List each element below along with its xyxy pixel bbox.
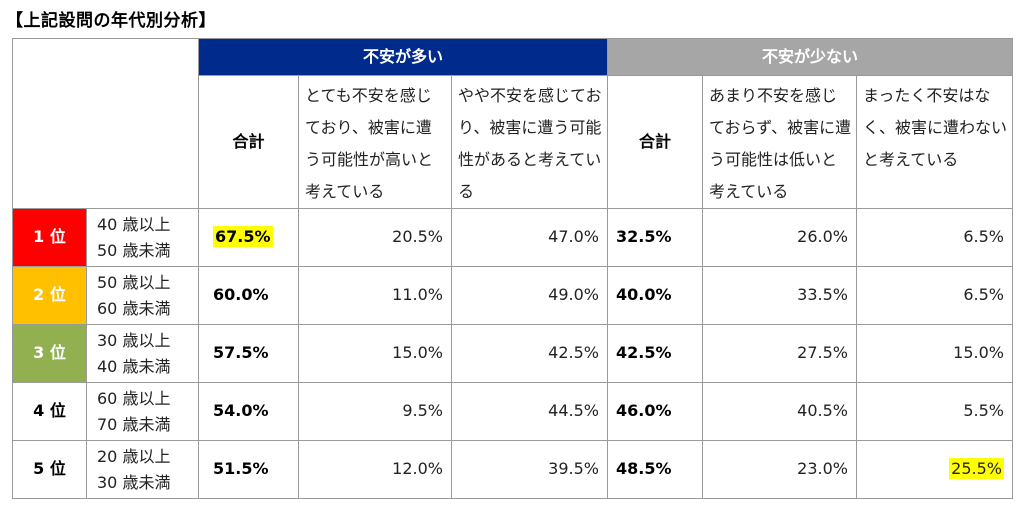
age-to: 50 歳未満 xyxy=(97,240,171,260)
header-very-anxious: とても不安を感じており、被害に遭う可能性が高いと考えている xyxy=(298,75,452,209)
total-less-anxious: 40.0% xyxy=(607,266,703,325)
age-from: 60 歳以上 xyxy=(97,388,171,408)
age-range: 40 歳以上 50 歳未満 xyxy=(86,208,199,267)
header-somewhat-anxious: やや不安を感じており、被害に遭う可能性があると考えている xyxy=(451,75,608,209)
age-from: 40 歳以上 xyxy=(97,214,171,234)
value-not-anxious: 6.5% xyxy=(856,266,1013,325)
value-very-anxious: 11.0% xyxy=(298,266,452,325)
value-not-very-anxious: 33.5% xyxy=(702,266,857,325)
value-not-very-anxious: 23.0% xyxy=(702,440,857,499)
header-not-very-anxious: あまり不安を感じておらず、被害に遭う可能性は低いと考えている xyxy=(702,75,857,209)
rank-badge: 3 位 xyxy=(12,324,87,383)
rank-badge: 1 位 xyxy=(12,208,87,267)
value-somewhat-anxious: 39.5% xyxy=(451,440,608,499)
total-less-anxious: 42.5% xyxy=(607,324,703,383)
table-row: 1 位 40 歳以上 50 歳未満 67.5% 20.5% 47.0% 32.5%… xyxy=(12,208,1013,267)
header-not-anxious: まったく不安はなく、被害に遭わないと考えている xyxy=(856,75,1013,209)
age-analysis-table: 不安が多い 不安が少ない 合計 とても不安を感じており、被害に遭う可能性が高いと… xyxy=(12,38,1013,499)
total-anxious: 51.5% xyxy=(198,440,299,499)
age-range: 30 歳以上 40 歳未満 xyxy=(86,324,199,383)
total-less-anxious: 32.5% xyxy=(607,208,703,267)
value-not-very-anxious: 27.5% xyxy=(702,324,857,383)
table-row: 2 位 50 歳以上 60 歳未満 60.0% 11.0% 49.0% 40.0%… xyxy=(12,266,1013,325)
total-anxious: 54.0% xyxy=(198,382,299,441)
age-to: 40 歳未満 xyxy=(97,356,171,376)
value-not-anxious: 6.5% xyxy=(856,208,1013,267)
value-not-anxious: 15.0% xyxy=(856,324,1013,383)
value-somewhat-anxious: 47.0% xyxy=(451,208,608,267)
value-not-anxious: 5.5% xyxy=(856,382,1013,441)
total-less-anxious: 48.5% xyxy=(607,440,703,499)
age-from: 50 歳以上 xyxy=(97,272,171,292)
age-to: 70 歳未満 xyxy=(97,414,171,434)
value-very-anxious: 20.5% xyxy=(298,208,452,267)
table-row: 3 位 30 歳以上 40 歳未満 57.5% 15.0% 42.5% 42.5%… xyxy=(12,324,1013,383)
rank-badge: 4 位 xyxy=(12,382,87,441)
table-row: 5 位 20 歳以上 30 歳未満 51.5% 12.0% 39.5% 48.5%… xyxy=(12,440,1013,499)
age-to: 30 歳未満 xyxy=(97,472,171,492)
age-to: 60 歳未満 xyxy=(97,298,171,318)
header-total-b: 合計 xyxy=(607,75,703,209)
value-somewhat-anxious: 42.5% xyxy=(451,324,608,383)
value-somewhat-anxious: 49.0% xyxy=(451,266,608,325)
value-not-very-anxious: 40.5% xyxy=(702,382,857,441)
value-somewhat-anxious: 44.5% xyxy=(451,382,608,441)
age-range: 50 歳以上 60 歳未満 xyxy=(86,266,199,325)
corner-cell xyxy=(12,38,199,209)
total-anxious: 67.5% xyxy=(198,208,299,267)
age-from: 20 歳以上 xyxy=(97,446,171,466)
total-anxious: 60.0% xyxy=(198,266,299,325)
value-very-anxious: 15.0% xyxy=(298,324,452,383)
total-anxious: 57.5% xyxy=(198,324,299,383)
value-very-anxious: 9.5% xyxy=(298,382,452,441)
value-not-anxious: 25.5% xyxy=(856,440,1013,499)
page-title: 【上記設問の年代別分析】 xyxy=(6,11,216,31)
header-total-a: 合計 xyxy=(198,75,299,209)
highlight-value: 25.5% xyxy=(949,458,1004,480)
group-header-anxious: 不安が多い xyxy=(198,38,608,76)
rank-badge: 2 位 xyxy=(12,266,87,325)
rank-badge: 5 位 xyxy=(12,440,87,499)
age-from: 30 歳以上 xyxy=(97,330,171,350)
table-row: 4 位 60 歳以上 70 歳未満 54.0% 9.5% 44.5% 46.0% … xyxy=(12,382,1013,441)
value-very-anxious: 12.0% xyxy=(298,440,452,499)
value-not-very-anxious: 26.0% xyxy=(702,208,857,267)
highlight-value: 67.5% xyxy=(213,226,273,248)
age-range: 60 歳以上 70 歳未満 xyxy=(86,382,199,441)
total-less-anxious: 46.0% xyxy=(607,382,703,441)
group-header-less-anxious: 不安が少ない xyxy=(607,38,1013,76)
age-range: 20 歳以上 30 歳未満 xyxy=(86,440,199,499)
